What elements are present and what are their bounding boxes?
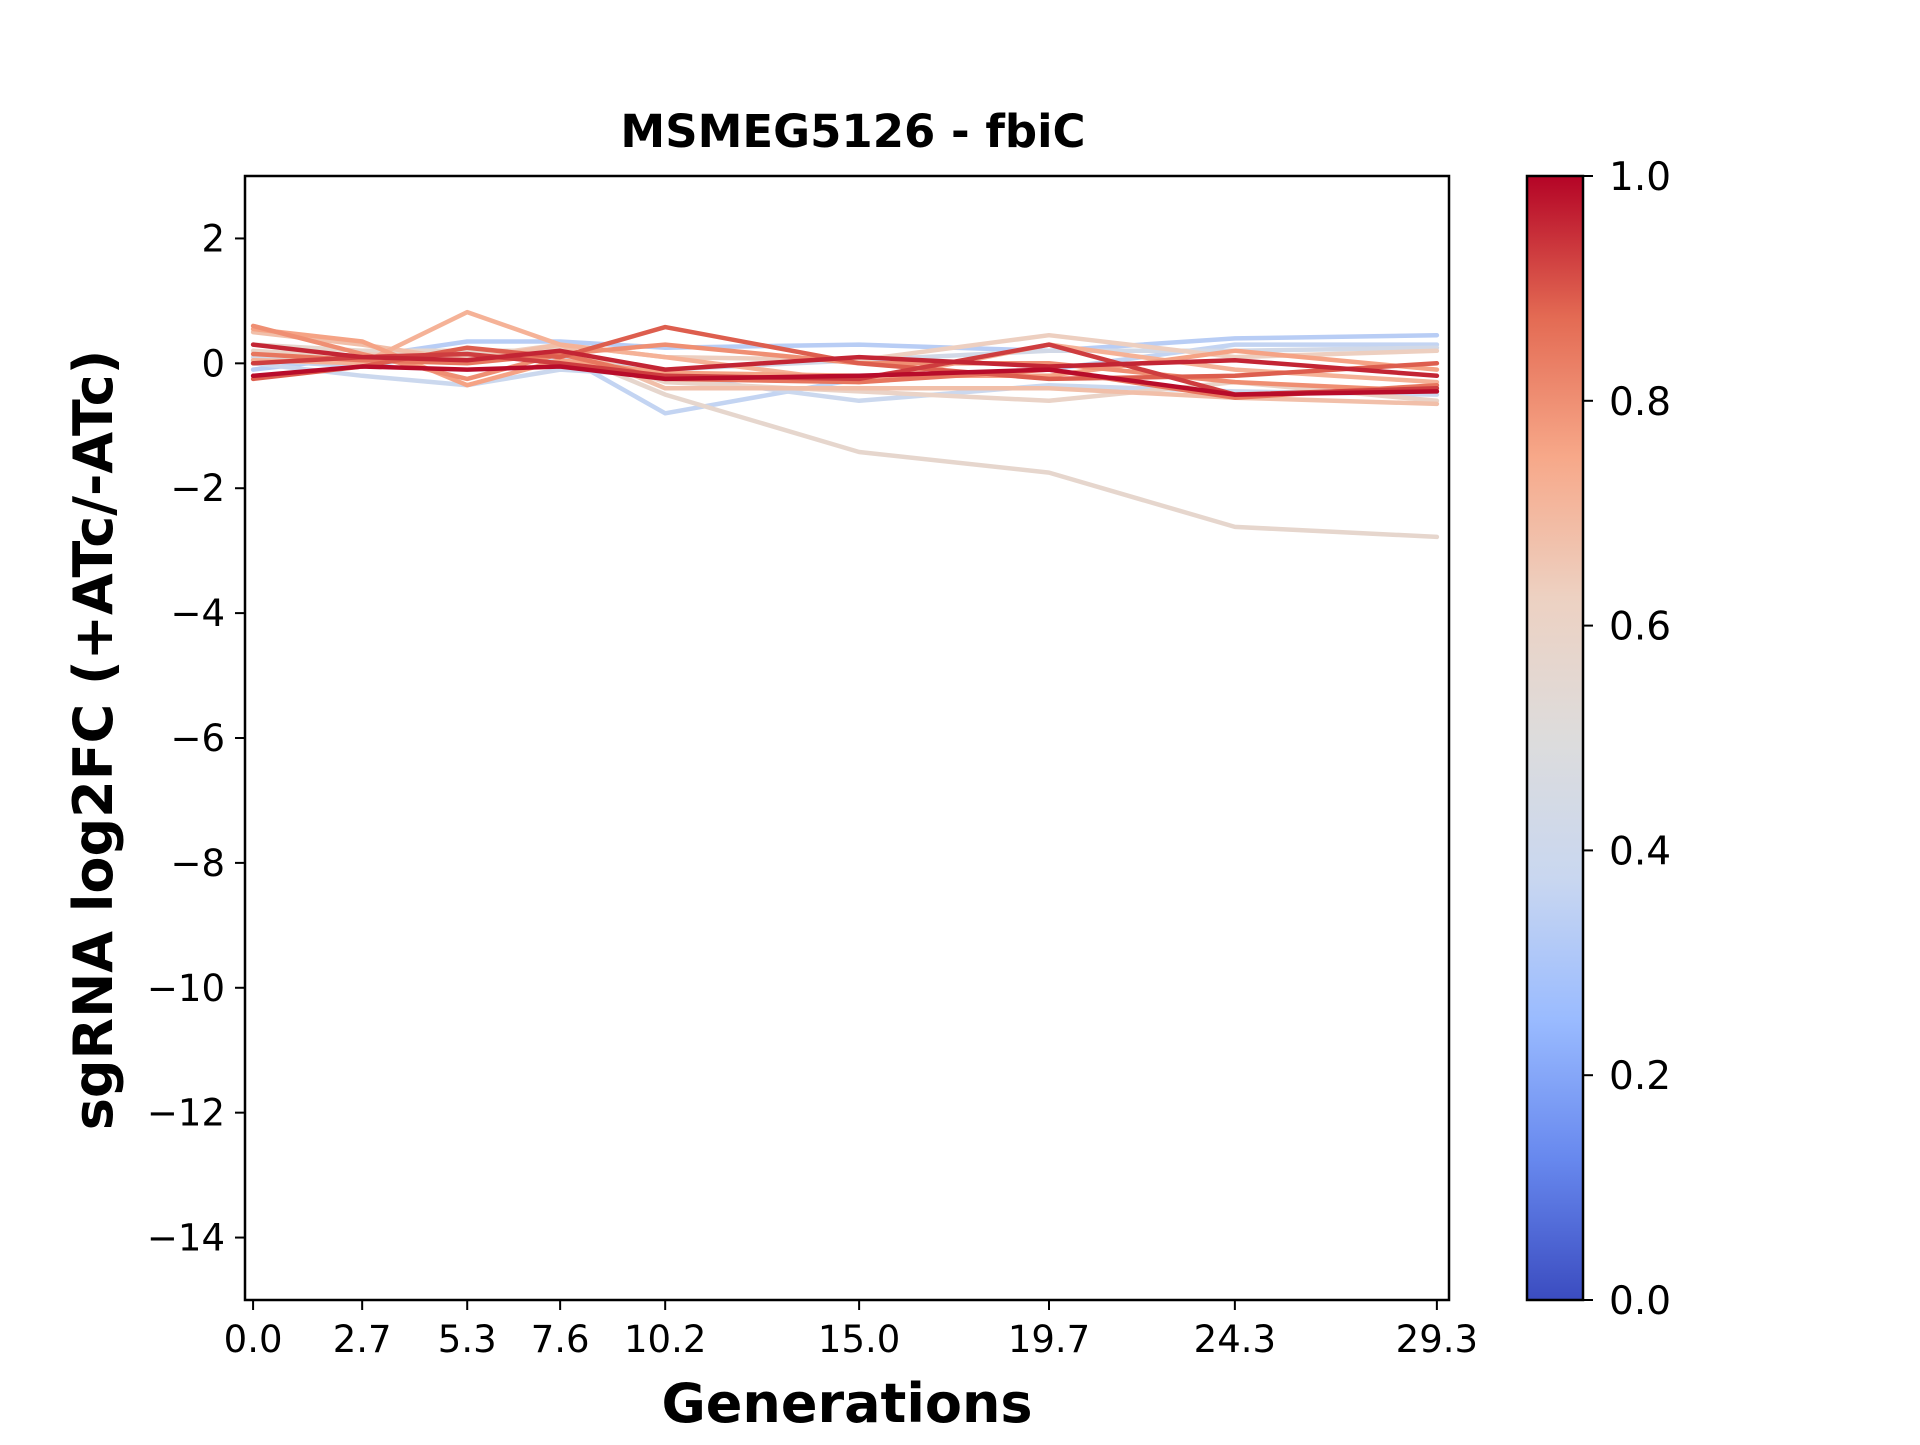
y-tick-label: −6 bbox=[170, 717, 225, 760]
x-axis-label: Generations bbox=[661, 1372, 1032, 1435]
y-tick-label: −14 bbox=[147, 1217, 225, 1260]
x-tick-label: 7.6 bbox=[531, 1318, 590, 1361]
y-tick-label: −12 bbox=[147, 1092, 225, 1135]
y-tick-label: 0 bbox=[201, 342, 225, 385]
x-axis: 0.0 2.7 5.3 7.6 10.2 15.0 19.7 24.3 29.3 bbox=[224, 1300, 1478, 1361]
y-tick-label: −8 bbox=[170, 842, 225, 885]
x-tick-label: 19.7 bbox=[1008, 1318, 1090, 1361]
colorbar-tick-label: 0.2 bbox=[1609, 1054, 1671, 1099]
colorbar-tick-label: 0.4 bbox=[1609, 829, 1671, 874]
x-tick-label: 29.3 bbox=[1396, 1318, 1478, 1361]
colorbar-tick-label: 0.0 bbox=[1609, 1279, 1671, 1324]
y-tick-label: −10 bbox=[147, 967, 225, 1010]
colorbar-tick-label: 1.0 bbox=[1609, 155, 1671, 200]
y-tick-label: −4 bbox=[170, 592, 225, 635]
colorbar-tick-label: 0.6 bbox=[1609, 605, 1671, 650]
x-tick-label: 0.0 bbox=[224, 1318, 283, 1361]
y-axis-label: sgRNA log2FC (+ATc/-ATc) bbox=[62, 350, 125, 1131]
y-tick-label: 2 bbox=[201, 217, 225, 260]
x-tick-label: 15.0 bbox=[818, 1318, 900, 1361]
x-tick-label: 2.7 bbox=[333, 1318, 392, 1361]
series-layer bbox=[250, 309, 1440, 540]
y-axis: 2 0 −2 −4 −6 −8 −10 −12 −14 bbox=[147, 217, 245, 1260]
x-tick-label: 24.3 bbox=[1194, 1318, 1276, 1361]
y-tick-label: −2 bbox=[170, 467, 225, 510]
colorbar bbox=[1525, 174, 1585, 1302]
series-line-16 bbox=[250, 364, 1440, 397]
chart-title: MSMEG5126 - fbiC bbox=[620, 105, 1085, 158]
colorbar-axis: 0.0 0.2 0.4 0.6 0.8 1.0 bbox=[1583, 155, 1671, 1324]
x-tick-label: 5.3 bbox=[438, 1318, 497, 1361]
series-line-8 bbox=[250, 329, 1440, 407]
x-tick-label: 10.2 bbox=[624, 1318, 706, 1361]
series-line-15 bbox=[250, 342, 1440, 379]
colorbar-tick-label: 0.8 bbox=[1609, 380, 1671, 425]
